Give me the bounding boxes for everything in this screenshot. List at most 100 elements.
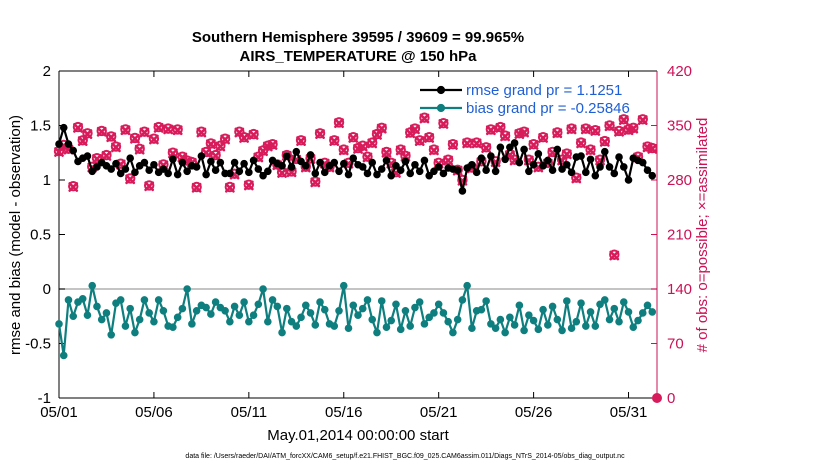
obs-assimilated-point [163, 124, 174, 135]
bias-point [539, 305, 547, 314]
bias-point [240, 298, 248, 306]
obs-zero-point [652, 393, 662, 403]
chart-title-line1: Southern Hemisphere 39595 / 39609 = 99.9… [192, 29, 524, 46]
obs-possible-point [96, 125, 107, 137]
rmse-point [491, 167, 500, 176]
rmse-point [563, 160, 571, 169]
bias-point [515, 301, 524, 310]
obs-assimilated-point [210, 150, 221, 161]
plot-background [59, 71, 657, 398]
bias-point [496, 315, 505, 324]
bias-point [615, 317, 623, 326]
bias-point [202, 303, 210, 312]
obs-possible-point [485, 124, 497, 135]
obs-possible-point [267, 138, 278, 150]
rmse-point [534, 150, 543, 158]
rmse-point [301, 162, 310, 170]
bias-point [477, 305, 486, 314]
rmse-point [468, 160, 476, 169]
bias-point [553, 315, 562, 324]
rmse-point [287, 163, 296, 171]
obs-assimilated-point [106, 132, 117, 143]
obs-assimilated-point [500, 131, 511, 142]
obs-assimilated-point [144, 181, 155, 192]
legend-rmse-label: rmse grand pr = 1.1251 [466, 82, 622, 99]
bias-point [525, 311, 533, 319]
bias-point [358, 304, 367, 313]
bias-point [406, 322, 415, 330]
obs-possible-point [604, 120, 615, 131]
obs-assimilated-point [580, 124, 591, 135]
rmse-point [401, 157, 410, 166]
bias-point [126, 304, 134, 313]
rmse-point [567, 168, 576, 177]
obs-possible-point [647, 142, 658, 154]
rmse-point [610, 169, 619, 178]
rmse-point [558, 165, 566, 173]
rmse-point [140, 158, 149, 167]
obs-possible-point [628, 122, 639, 134]
bias-point [97, 315, 106, 324]
bias-point [510, 321, 519, 329]
bias-point [207, 310, 215, 318]
obs-possible-point [442, 154, 454, 165]
obs-assimilated-point [609, 250, 620, 261]
obs-assimilated-point [153, 122, 164, 133]
bias-point [59, 351, 68, 360]
rmse-point [202, 170, 210, 179]
obs-possible-point [423, 131, 435, 143]
obs-assimilated-point [353, 143, 363, 154]
bias-point [629, 323, 638, 331]
rmse-point [472, 168, 481, 177]
bias-point [192, 307, 201, 315]
obs-assimilated-point [538, 133, 548, 143]
obs-possible-point [153, 121, 164, 133]
obs-assimilated-point [277, 168, 287, 178]
bias-point [121, 322, 130, 330]
obs-assimilated-point [628, 123, 639, 134]
bias-point [335, 307, 343, 315]
obs-possible-point [599, 135, 610, 147]
obs-assimilated-point [614, 126, 624, 137]
rmse-point [316, 158, 324, 167]
y-axis-label: rmse and bias (model - observation) [7, 115, 24, 355]
bias-point [102, 309, 111, 317]
bias-point [567, 324, 576, 333]
rmse-point [434, 163, 443, 171]
x-tick-label: 05/16 [325, 404, 363, 421]
obs-assimilated-point [448, 140, 458, 150]
obs-possible-point [162, 123, 174, 134]
obs-assimilated-point [519, 127, 530, 138]
bias-point [634, 316, 642, 325]
rmse-point [126, 154, 134, 162]
bias-point [150, 317, 158, 326]
obs-assimilated-point [495, 122, 506, 133]
rmse-point [430, 167, 438, 176]
rmse-point [529, 160, 538, 169]
rmse-point [544, 156, 552, 165]
obs-possible-point [120, 124, 131, 135]
rmse-point [344, 170, 353, 179]
obs-possible-point [110, 141, 122, 152]
obs-assimilated-point [590, 126, 601, 136]
obs-possible-point [205, 138, 217, 149]
rmse-point [638, 158, 647, 167]
obs-assimilated-point [172, 125, 183, 136]
obs-possible-point [243, 179, 255, 190]
obs-assimilated-point [576, 138, 586, 149]
bias-point [55, 320, 63, 328]
rmse-point [192, 163, 201, 171]
obs-assimilated-point [82, 129, 93, 139]
bias-point [487, 320, 495, 328]
y-tick-label: -0.5 [25, 336, 51, 353]
bias-point [425, 313, 433, 322]
obs-possible-point [518, 126, 530, 137]
rmse-point [107, 165, 116, 173]
bias-point [563, 297, 571, 305]
obs-assimilated-point [101, 150, 112, 161]
y-axis-right-label: # of obs: o=possible; ×=assimilated [694, 118, 711, 353]
rmse-point [373, 170, 381, 179]
rmse-point [55, 140, 63, 148]
obs-possible-point [139, 126, 150, 137]
obs-possible-point [419, 112, 430, 123]
